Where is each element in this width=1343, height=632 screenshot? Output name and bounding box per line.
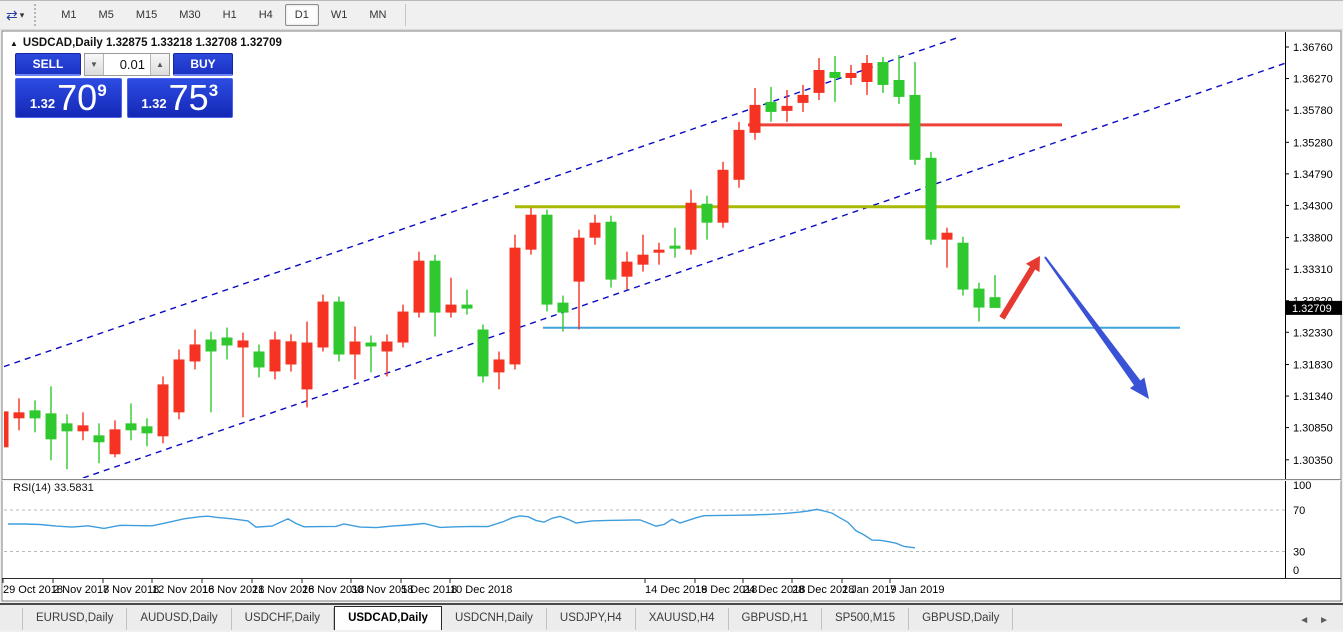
timeframe-w1[interactable]: W1 [321, 4, 358, 26]
tab-usdchf-daily[interactable]: USDCHF,Daily [232, 608, 335, 630]
tab-gbpusd-h1[interactable]: GBPUSD,H1 [729, 608, 822, 630]
date-tick-label: 30 Nov 2018 [351, 584, 413, 596]
date-tick-label: 2 Nov 2018 [53, 584, 109, 596]
trend-channel-line-2 [82, 62, 1285, 478]
sell-price-prefix: 1.32 [29, 96, 56, 111]
current-price-text: 1.32709 [1292, 303, 1332, 315]
tab-xauusd-h4[interactable]: XAUUSD,H4 [636, 608, 729, 630]
trend-channel-line-1 [4, 37, 957, 368]
date-tick-label: 10 Dec 2018 [450, 584, 512, 596]
top-toolbar: ⇄ ▾ M1 M5 M15 M30 H1 H4 D1 W1 MN [0, 0, 1343, 30]
toolbar-separator [405, 4, 407, 26]
timeframe-m15[interactable]: M15 [126, 4, 167, 26]
timeframe-buttons: M1 M5 M15 M30 H1 H4 D1 W1 MN [50, 4, 397, 26]
price-tick-label: 1.33310 [1293, 264, 1333, 276]
date-tick-label: 7 Jan 2019 [890, 584, 944, 596]
buy-button[interactable]: BUY [173, 53, 233, 76]
timeframe-d1[interactable]: D1 [284, 4, 319, 26]
date-tick-label: 24 Dec 2018 [743, 584, 805, 596]
rsi-scale-label: 0 [1293, 565, 1299, 577]
one-click-trading-panel: SELL ▼ ▲ BUY 1.32 70 9 1.32 75 3 [15, 53, 233, 118]
rsi-scale-label: 100 [1293, 480, 1311, 492]
volume-decrease-button[interactable]: ▼ [85, 54, 104, 75]
buy-price-big: 75 [168, 77, 209, 118]
buy-price-display[interactable]: 1.32 75 3 [126, 77, 233, 118]
symbol-tab-bar: EURUSD,Daily AUDUSD,Daily USDCHF,Daily USDC… [0, 603, 1343, 630]
timeframe-m5[interactable]: M5 [89, 4, 124, 26]
timeframe-h4[interactable]: H4 [249, 4, 283, 26]
price-tick-label: 1.36270 [1293, 74, 1333, 86]
chart-window-frame [1, 30, 1342, 602]
date-tick-label: 16 Nov 2018 [202, 584, 264, 596]
timeframe-m1[interactable]: M1 [51, 4, 86, 26]
date-tick-label: 12 Nov 2018 [152, 584, 214, 596]
tab-audusd-daily[interactable]: AUDUSD,Daily [127, 608, 232, 630]
rsi-scale-label: 70 [1293, 505, 1305, 517]
tab-eurusd-daily[interactable]: EURUSD,Daily [22, 608, 128, 630]
current-price-marker [1286, 300, 1342, 315]
date-tick-label: 29 Oct 2018 [3, 584, 63, 596]
date-tick-label: 19 Dec 2018 [695, 584, 757, 596]
axes: 1.36760 1.36270 1.35780 1.35280 1.34790 1.343… [2, 32, 1342, 596]
price-tick-label: 1.31340 [1293, 391, 1333, 403]
tab-scroll-left-icon[interactable]: ◄ [1299, 615, 1310, 626]
price-pane [4, 37, 1285, 478]
chart-canvas[interactable]: 1.36760 1.36270 1.35780 1.35280 1.34790 1.343… [0, 30, 1343, 603]
candles [4, 54, 1001, 470]
tab-usdcad-daily[interactable]: USDCAD,Daily [334, 606, 442, 630]
sell-price-pip: 9 [97, 81, 107, 100]
sell-price-display[interactable]: 1.32 70 9 [15, 78, 122, 118]
toolbar-grip[interactable] [34, 4, 37, 26]
chart-title-text: USDCAD,Daily 1.32875 1.33218 1.32708 1.3… [22, 37, 282, 49]
timeframe-m30[interactable]: M30 [169, 4, 210, 26]
timeframe-h1[interactable]: H1 [213, 4, 247, 26]
price-tick-label: 1.34790 [1293, 169, 1333, 181]
tab-gbpusd-daily[interactable]: GBPUSD,Daily [909, 608, 1014, 630]
date-tick-label: 5 Dec 2018 [401, 584, 457, 596]
price-tick-label: 1.36760 [1293, 42, 1333, 54]
tab-scroll-right-icon[interactable]: ► [1319, 615, 1329, 626]
rsi-pane [4, 508, 1285, 552]
date-tick-label: 21 Nov 2018 [252, 584, 314, 596]
date-tick-label: 7 Nov 2018 [103, 584, 159, 596]
symbol-tabs: EURUSD,Daily AUDUSD,Daily USDCHF,Daily USDC… [0, 606, 1299, 630]
chevron-down-icon[interactable]: ▾ [19, 9, 25, 20]
volume-input[interactable] [104, 54, 150, 75]
rsi-line [8, 508, 916, 549]
timeframe-mn[interactable]: MN [359, 4, 396, 26]
price-tick-label: 1.33800 [1293, 233, 1333, 245]
chart-window: 1.36760 1.36270 1.35780 1.35280 1.34790 1.343… [0, 30, 1343, 603]
sell-button[interactable]: SELL [15, 53, 81, 76]
price-tick-label: 1.35280 [1293, 137, 1333, 149]
price-tick-label: 1.31830 [1293, 359, 1333, 371]
price-tick-label: 1.30850 [1293, 423, 1333, 435]
rsi-scale-label: 30 [1293, 547, 1305, 559]
chart-title: ▲ USDCAD,Daily 1.32875 1.33218 1.32708 1… [10, 37, 282, 49]
bullish-scenario-arrow [999, 256, 1040, 320]
chart-tool-icon[interactable]: ⇄ [6, 6, 18, 23]
price-tick-label: 1.34300 [1293, 200, 1333, 212]
sell-price-big: 70 [57, 77, 98, 118]
date-tick-label: 28 Dec 2018 [792, 584, 854, 596]
rsi-indicator-label: RSI(14) 33.5831 [13, 482, 94, 494]
date-tick-label: 2 Jan 2019 [842, 584, 896, 596]
bearish-scenario-arrow [1044, 256, 1149, 399]
price-tick-label: 1.32330 [1293, 327, 1333, 339]
date-tick-label: 26 Nov 2018 [302, 584, 364, 596]
tab-usdcnh-daily[interactable]: USDCNH,Daily [442, 608, 547, 630]
tab-sp500-m15[interactable]: SP500,M15 [822, 608, 910, 630]
price-tick-label: 1.30350 [1293, 455, 1333, 467]
volume-spinner: ▼ ▲ [84, 53, 170, 76]
collapse-panel-icon[interactable]: ▲ [10, 38, 18, 48]
volume-increase-button[interactable]: ▲ [150, 54, 169, 75]
buy-price-prefix: 1.32 [141, 96, 167, 111]
date-tick-label: 14 Dec 2018 [645, 584, 707, 596]
price-tick-label: 1.35780 [1293, 105, 1333, 117]
buy-price-pip: 3 [208, 81, 219, 100]
tab-usdjpy-h4[interactable]: USDJPY,H4 [547, 608, 636, 630]
